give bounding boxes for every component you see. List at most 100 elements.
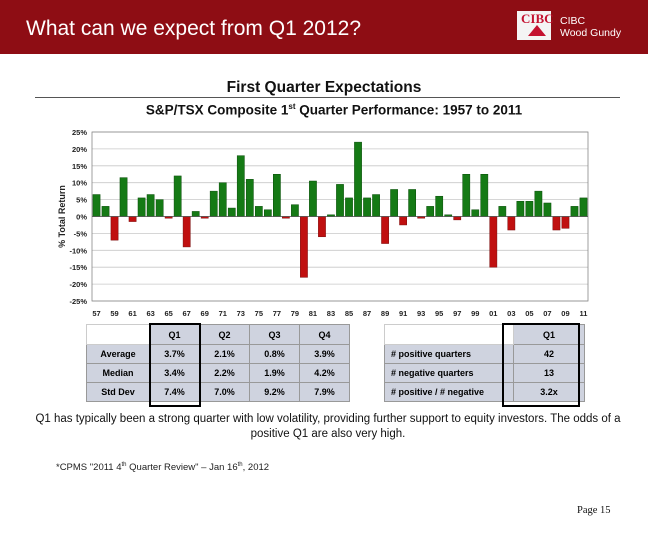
bar <box>399 216 407 226</box>
y-tick-label: 20% <box>72 145 87 154</box>
bar <box>363 197 371 217</box>
row-label: Std Dev <box>86 382 150 402</box>
table-row-ratio: # positive / # negative 3.2x <box>384 382 585 402</box>
x-tick-label: 07 <box>543 309 551 318</box>
bar <box>236 155 245 217</box>
row-label: # positive quarters <box>384 344 514 364</box>
cell-value: 3.2x <box>513 382 585 402</box>
bar <box>372 194 380 217</box>
table-row-std-dev: Std Dev 7.4% 7.0% 9.2% 7.9% <box>86 382 350 402</box>
x-tick-label: 81 <box>309 309 317 318</box>
bar <box>273 174 281 217</box>
table-header-row: Q1 <box>384 324 585 345</box>
bar <box>318 216 326 238</box>
column-header-q1: Q1 <box>513 324 585 345</box>
bar <box>146 194 155 217</box>
row-label: Average <box>86 344 150 364</box>
row-label: # positive / # negative <box>384 382 514 402</box>
x-tick-label: 85 <box>345 309 353 318</box>
x-tick-label: 69 <box>201 309 209 318</box>
q1-counts-table: Q1 # positive quarters 42 # negative qua… <box>384 324 585 402</box>
x-tick-label: 79 <box>291 309 299 318</box>
logo-text: CIBC Wood Gundy <box>560 15 621 39</box>
cell-value: 2.1% <box>199 344 250 364</box>
source-citation: *CPMS "2011 4th Quarter Review" – Jan 16… <box>56 462 269 473</box>
bar <box>471 209 480 217</box>
x-tick-label: 63 <box>146 309 154 318</box>
bar <box>309 180 317 217</box>
y-tick-label: 5% <box>76 196 87 205</box>
bar <box>543 202 552 217</box>
cell-value: 1.9% <box>249 363 300 383</box>
cell-value: 3.9% <box>299 344 350 364</box>
bar <box>354 141 362 217</box>
x-tick-label: 57 <box>92 309 100 318</box>
cell-value: 2.2% <box>199 363 250 383</box>
table-row-positive: # positive quarters 42 <box>384 344 585 364</box>
bar <box>426 206 435 217</box>
x-tick-label: 97 <box>453 309 461 318</box>
bar <box>552 216 561 231</box>
column-header-q3: Q3 <box>249 324 300 345</box>
bar <box>480 174 489 217</box>
x-tick-label: 61 <box>128 309 136 318</box>
x-tick-label: 71 <box>219 309 227 318</box>
x-tick-label: 93 <box>417 309 425 318</box>
x-tick-label: 91 <box>399 309 407 318</box>
y-tick-label: -5% <box>74 229 88 238</box>
y-tick-label: -25% <box>69 297 87 306</box>
cell-value: 9.2% <box>249 382 300 402</box>
column-header-q4: Q4 <box>299 324 350 345</box>
cell-value: 7.0% <box>199 382 250 402</box>
bar <box>92 194 101 217</box>
source-pre: *CPMS "2011 4 <box>56 462 122 474</box>
chart-title-sup: st <box>288 102 296 111</box>
bar <box>254 206 263 217</box>
cell-value: 4.2% <box>299 363 350 383</box>
cibc-logo-icon <box>528 25 546 36</box>
bar <box>570 206 579 217</box>
chart-title: S&P/TSX Composite 1st Quarter Performanc… <box>84 102 584 118</box>
bar <box>435 195 444 217</box>
x-tick-label: 89 <box>381 309 389 318</box>
bar <box>498 206 507 217</box>
bar <box>245 179 254 217</box>
x-tick-label: 99 <box>471 309 479 318</box>
bar <box>561 216 570 229</box>
x-tick-label: 95 <box>435 309 443 318</box>
x-tick-label: 67 <box>183 309 191 318</box>
bar <box>579 197 588 217</box>
bar <box>462 174 471 217</box>
bar <box>191 211 200 217</box>
divider <box>35 97 620 98</box>
bar <box>128 216 137 222</box>
y-axis-label: % Total Return <box>57 185 67 248</box>
bar <box>345 197 353 217</box>
x-tick-label: 73 <box>237 309 245 318</box>
bar <box>119 177 128 217</box>
column-header-q2: Q2 <box>199 324 250 345</box>
bar <box>408 189 417 217</box>
q1-highlight-box <box>502 323 580 407</box>
x-tick-label: 65 <box>164 309 172 318</box>
y-tick-label: -15% <box>69 263 87 272</box>
bar-layer <box>92 141 588 278</box>
bar <box>390 189 398 217</box>
cell-value: 0.8% <box>249 344 300 364</box>
cell-value: 7.4% <box>149 382 200 402</box>
bar <box>507 216 516 231</box>
bar <box>453 216 462 221</box>
x-tick-label: 77 <box>273 309 281 318</box>
bar <box>182 216 191 248</box>
bar <box>101 206 110 217</box>
y-tick-label: 15% <box>72 162 87 171</box>
cell-value: 3.7% <box>149 344 200 364</box>
x-tick-label: 09 <box>561 309 569 318</box>
source-post-2: , 2012 <box>242 462 270 474</box>
bar <box>489 216 498 268</box>
x-tick-label: 75 <box>255 309 263 318</box>
table-row-median: Median 3.4% 2.2% 1.9% 4.2% <box>86 363 350 383</box>
page-title: What can we expect from Q1 2012? <box>26 17 362 40</box>
x-tick-label: 59 <box>110 309 118 318</box>
table-row-average: Average 3.7% 2.1% 0.8% 3.9% <box>86 344 350 364</box>
